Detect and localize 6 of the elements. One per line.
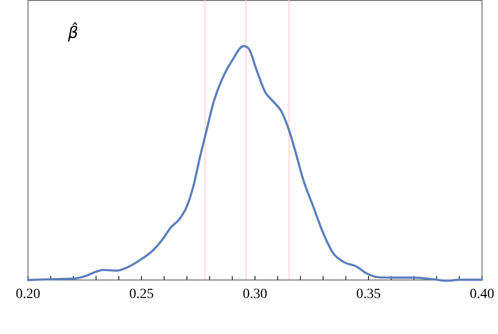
x-tick-label: 0.25: [129, 286, 154, 302]
x-tick-label: 0.30: [242, 286, 268, 302]
text: β̂: [67, 22, 78, 42]
x-tick-label: 0.40: [470, 286, 494, 302]
x-tick-label: 0.35: [356, 286, 381, 302]
x-tick-label: 0.20: [16, 286, 40, 302]
